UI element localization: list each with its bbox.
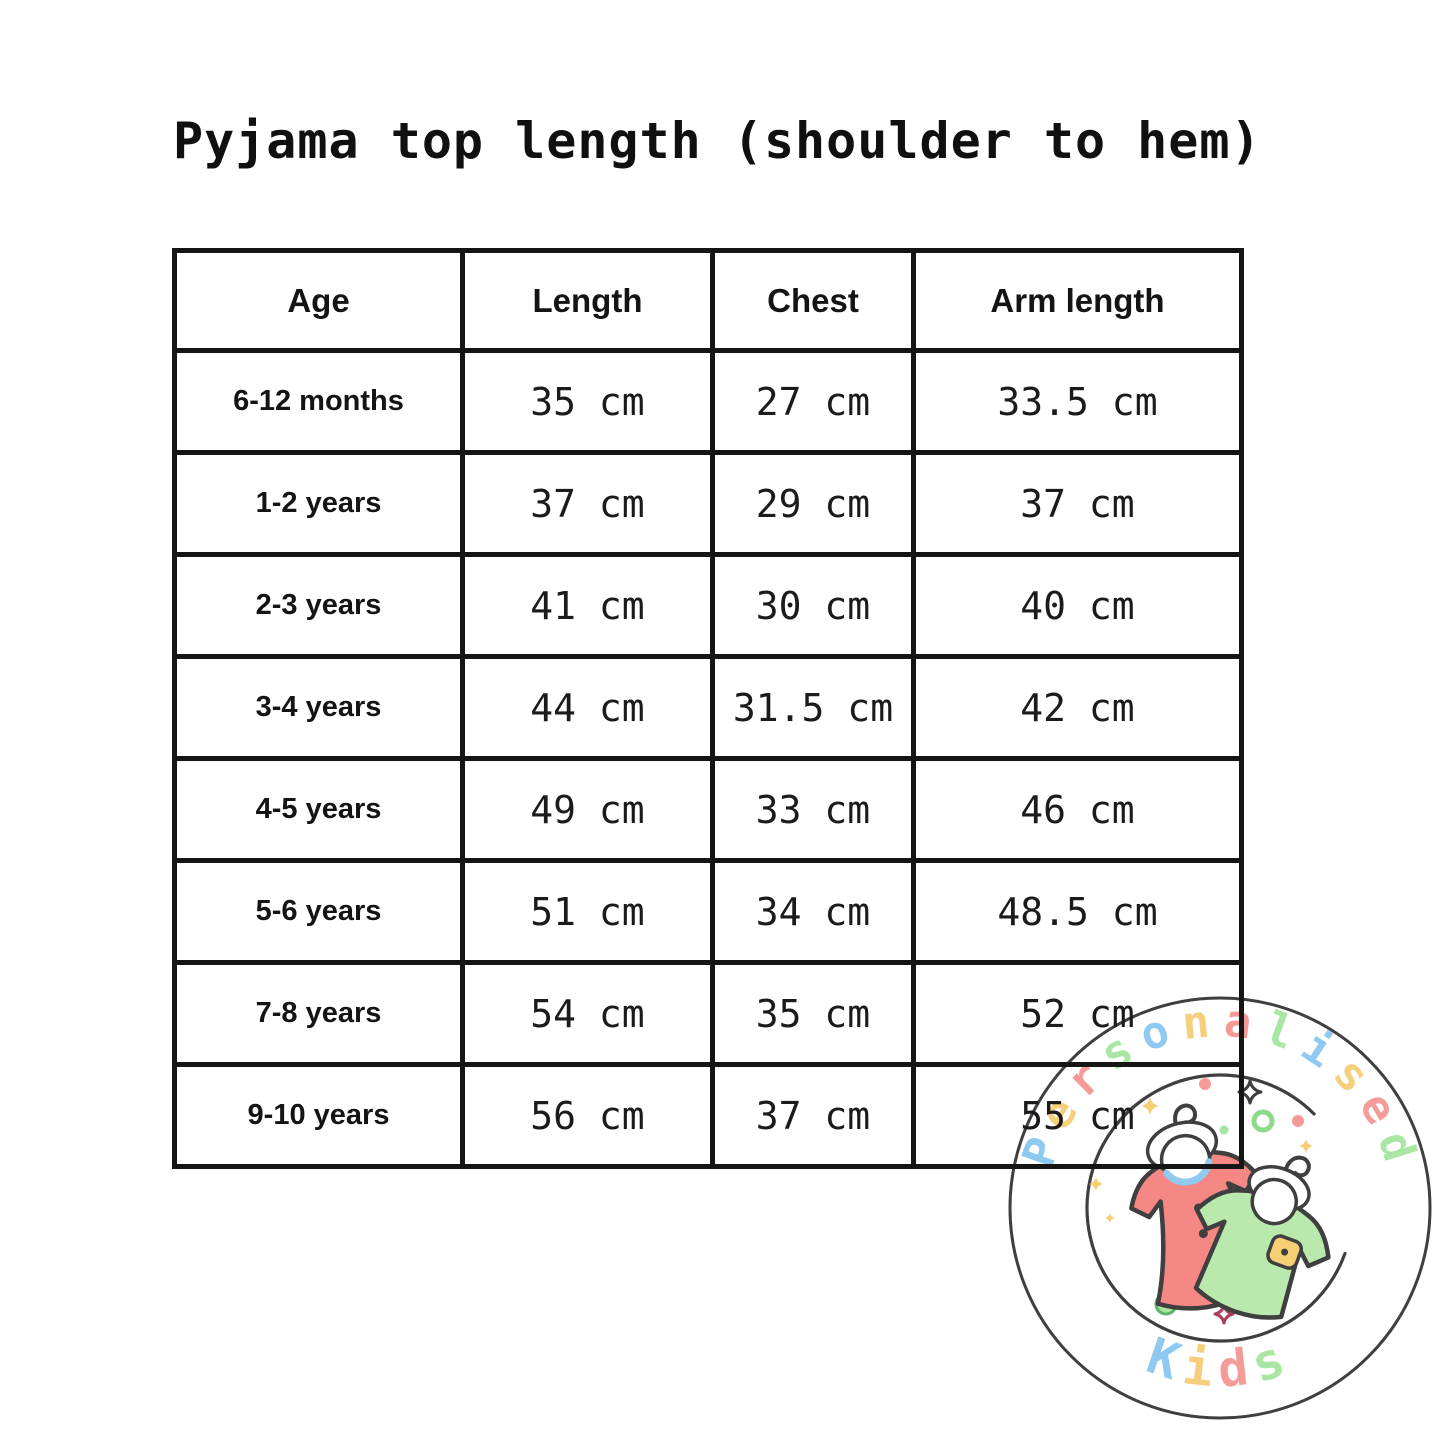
age-cell: 2-3 years xyxy=(172,552,465,659)
table-row: 9-10 years 56 cm 37 cm 55 cm xyxy=(172,1062,1244,1169)
measurement-cell: 51 cm xyxy=(460,858,715,965)
measurement-cell: 37 cm xyxy=(460,450,715,557)
page-title: Pyjama top length (shoulder to hem) xyxy=(173,112,1262,170)
table-row: 5-6 years 51 cm 34 cm 48.5 cm xyxy=(172,858,1244,965)
table-row: 2-3 years 41 cm 30 cm 40 cm xyxy=(172,552,1244,659)
measurement-cell: 52 cm xyxy=(911,960,1244,1067)
measurement-cell: 48.5 cm xyxy=(911,858,1244,965)
table-row: 3-4 years 44 cm 31.5 cm 42 cm xyxy=(172,654,1244,761)
column-header: Chest xyxy=(710,248,916,353)
measurement-cell: 44 cm xyxy=(460,654,715,761)
header-row: Age Length Chest Arm length xyxy=(172,248,1244,353)
column-header: Length xyxy=(460,248,715,353)
dress-button xyxy=(1198,1229,1208,1239)
measurement-cell: 31.5 cm xyxy=(710,654,916,761)
measurement-cell: 33.5 cm xyxy=(911,348,1244,455)
measurement-cell: 29 cm xyxy=(710,450,916,557)
measurement-cell: 33 cm xyxy=(710,756,916,863)
table-row: 6-12 months 35 cm 27 cm 33.5 cm xyxy=(172,348,1244,455)
measurement-cell: 27 cm xyxy=(710,348,916,455)
measurement-cell: 46 cm xyxy=(911,756,1244,863)
measurement-cell: 49 cm xyxy=(460,756,715,863)
tshirt-pocket-dot xyxy=(1281,1248,1289,1256)
hanger-hook-icon xyxy=(1283,1155,1311,1178)
measurement-cell: 40 cm xyxy=(911,552,1244,659)
age-cell: 4-5 years xyxy=(172,756,465,863)
age-cell: 1-2 years xyxy=(172,450,465,557)
dress-collar-trim xyxy=(1162,1158,1213,1186)
age-cell: 7-8 years xyxy=(172,960,465,1067)
tshirt-collar xyxy=(1250,1177,1299,1226)
size-table: Age Length Chest Arm length 6-12 months 35 c… xyxy=(172,248,1244,1169)
measurement-cell: 41 cm xyxy=(460,552,715,659)
measurement-cell: 56 cm xyxy=(460,1062,715,1169)
measurement-cell: 35 cm xyxy=(460,348,715,455)
age-cell: 3-4 years xyxy=(172,654,465,761)
table-row: 1-2 years 37 cm 29 cm 37 cm xyxy=(172,450,1244,557)
measurement-cell: 34 cm xyxy=(710,858,916,965)
measurement-cell: 30 cm xyxy=(710,552,916,659)
measurement-cell: 37 cm xyxy=(911,450,1244,557)
age-cell: 9-10 years xyxy=(172,1062,465,1169)
table-row: 7-8 years 54 cm 35 cm 52 cm xyxy=(172,960,1244,1067)
age-cell: 6-12 months xyxy=(172,348,465,455)
measurement-cell: 37 cm xyxy=(710,1062,916,1169)
age-cell: 5-6 years xyxy=(172,858,465,965)
measurement-cell: 35 cm xyxy=(710,960,916,1067)
measurement-cell: 55 cm xyxy=(911,1062,1244,1169)
measurement-cell: 42 cm xyxy=(911,654,1244,761)
watermark-text-kids: Kids xyxy=(1140,1327,1300,1399)
table-row: 4-5 years 49 cm 33 cm 46 cm xyxy=(172,756,1244,863)
table-body: 6-12 months 35 cm 27 cm 33.5 cm 1-2 years 37 … xyxy=(172,348,1244,1169)
column-header: Arm length xyxy=(911,248,1244,353)
measurement-cell: 54 cm xyxy=(460,960,715,1067)
column-header: Age xyxy=(172,248,465,353)
